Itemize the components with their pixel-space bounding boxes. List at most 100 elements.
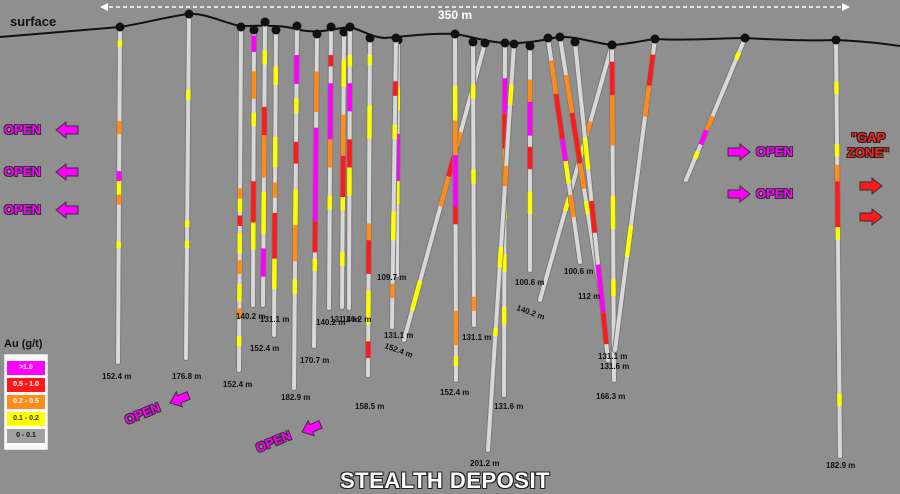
collar-marker [312,29,322,39]
depth-label: 109.7 m [377,273,407,282]
grade-interval [560,138,568,162]
depth-label: 112 m [578,292,601,301]
grade-interval [642,85,652,118]
grade-interval [589,200,598,234]
open-label-2: OPEN [4,164,41,179]
open-arrow-left [55,120,79,140]
open-label-3: OPEN [4,202,41,217]
scale-arrow-right [842,3,850,11]
open-label-5: OPEN [756,186,793,201]
grade-interval [734,51,742,61]
collar-marker [543,33,553,43]
collar-marker [509,39,519,49]
grade-interval [698,129,709,146]
grade-interval [624,225,634,257]
collar-marker [391,33,401,43]
open-arrow-shape [301,419,323,437]
scale-label: 350 m [438,8,473,22]
depth-label: 140.2 m [316,318,346,327]
collar-marker [271,25,281,35]
grade-interval [577,163,587,190]
grade-interval [502,165,509,187]
collar-marker [607,40,617,50]
collar-marker [468,37,478,47]
grade-interval [312,127,319,222]
gap-zone-line1: "GAP [850,130,886,145]
depth-label: 182.9 m [281,393,311,402]
open-arrow-right [727,184,751,204]
collar-marker [570,37,580,47]
collar-marker [184,9,194,19]
depth-label: 131.1 m [598,352,628,361]
open-arrow-left [55,162,79,182]
legend-item-02-05: 0.2 - 0.5 [7,395,45,409]
grade-interval [692,150,700,160]
collar-marker [650,34,660,44]
legend-item-05-1: 0.5 - 1.0 [7,378,45,392]
collar-marker [260,17,270,27]
grade-interval [595,264,606,313]
collar-marker [450,29,460,39]
drillhole [538,43,614,302]
gap-arrow-right [859,207,883,227]
collar-marker [236,22,246,32]
grade-interval [507,84,514,106]
collar-marker [555,32,565,42]
depth-label: 182.9 m [826,461,856,470]
collar-marker [740,33,750,43]
grade-interval [568,194,576,218]
gap-arrow-right [859,176,883,196]
open-arrow-right [727,142,751,162]
collar-marker [115,22,125,32]
grade-interval [409,280,423,311]
depth-label: 152.4 m [223,380,253,389]
collar-marker [326,22,336,32]
depth-label: 158.5 m [355,402,385,411]
depth-label: 140.2 m [236,312,266,321]
grade-interval [563,74,575,114]
open-arrow-left [55,200,79,220]
scale-arrow-left [100,3,108,11]
depth-label: 131.6 m [494,402,524,411]
depth-label: 131.6 m [600,362,630,371]
depth-label: 176.8 m [172,372,202,381]
depth-label: 131.1 m [330,315,360,324]
diagram-title: STEALTH DEPOSIT [340,468,550,493]
grade-interval [583,201,591,215]
grade-interval [584,120,593,135]
legend-item-0-01: 0 - 0.1 [7,429,45,443]
grade-interval [497,246,504,268]
grade-interval [704,115,715,132]
depth-label: 100.6 m [564,267,594,276]
grade-interval [563,160,572,184]
depth-label: 131.1 m [384,331,414,340]
grade-interval [493,328,499,337]
depth-label: 131.1 m [462,333,492,342]
grade-interval [569,112,583,164]
depth-label: 152.4 m [250,344,280,353]
grade-interval [438,176,451,207]
depth-label: 100.6 m [515,278,545,287]
open-arrow-angled [169,390,191,408]
collar-marker [365,33,375,43]
legend-item-01-02: 0.1 - 0.2 [7,412,45,426]
depth-label: 152.4 m [102,372,132,381]
legend-box: >1.0 0.5 - 1.0 0.2 - 0.5 0.1 - 0.2 0 - 0… [4,354,48,450]
open-arrow-shape [169,390,191,408]
collar-marker [480,38,490,48]
grade-interval [646,54,656,86]
depth-label: 166.3 m [596,392,626,401]
depth-label: 140.2 m [342,315,372,324]
grade-interval [600,312,609,345]
collar-marker [292,21,302,31]
open-label-4: OPEN [756,144,793,159]
depth-label: 170.7 m [300,356,330,365]
collar-marker [249,25,259,35]
gap-zone-line2: ZONE" [847,145,890,160]
depth-label: 152.4 m [440,388,470,397]
legend: Au (g/t) >1.0 0.5 - 1.0 0.2 - 0.5 0.1 - … [4,338,48,450]
gap-zone-label: "GAP ZONE" [847,130,889,160]
collar-marker [500,38,510,48]
